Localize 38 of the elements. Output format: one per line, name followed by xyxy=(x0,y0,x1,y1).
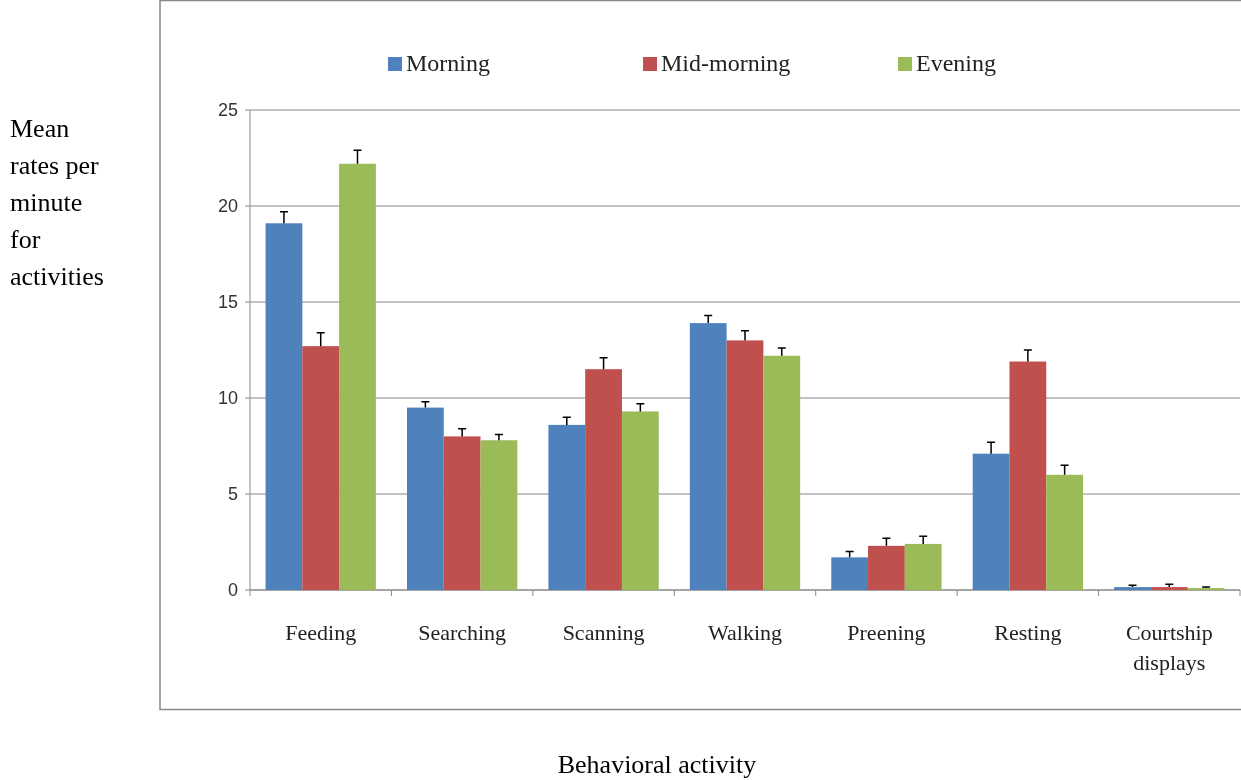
x-tick-label: Feeding xyxy=(285,620,357,645)
bar xyxy=(1046,474,1084,590)
bar xyxy=(763,355,801,590)
x-tick-label: Preening xyxy=(847,620,926,645)
bar xyxy=(689,323,727,590)
y-tick-label: 15 xyxy=(217,292,238,313)
bar xyxy=(339,163,376,590)
y-tick-label: 20 xyxy=(217,196,238,217)
bar xyxy=(621,411,659,590)
y-tick-label: 10 xyxy=(217,388,238,409)
bar xyxy=(302,346,340,590)
bar xyxy=(831,557,869,590)
y-tick-label: 5 xyxy=(227,484,238,505)
y-tick-label: 25 xyxy=(217,100,238,121)
bar xyxy=(726,340,764,590)
x-tick-label: Courtship displays xyxy=(1125,620,1213,675)
bar xyxy=(1009,361,1047,590)
legend-label: Mid-morning xyxy=(661,50,791,76)
bar xyxy=(548,424,586,590)
x-tick-label: Resting xyxy=(994,620,1062,645)
legend-label: Evening xyxy=(916,50,996,76)
y-tick-label: 0 xyxy=(227,580,238,601)
bar xyxy=(1150,587,1188,590)
bar xyxy=(406,407,444,590)
bar xyxy=(904,543,942,590)
x-tick-label: Scanning xyxy=(562,620,645,645)
x-axis-title: Behavioral activity xyxy=(557,750,757,779)
bar xyxy=(585,369,622,590)
x-tick-label: Searching xyxy=(418,620,507,645)
x-tick-label: Walking xyxy=(708,620,782,645)
bar xyxy=(443,436,481,590)
y-axis-title: Mean rates per minute for activities xyxy=(10,114,104,291)
bar xyxy=(972,453,1010,590)
bar xyxy=(868,545,905,590)
legend-label: Morning xyxy=(406,50,490,76)
bar xyxy=(480,440,518,590)
bar xyxy=(1114,587,1151,590)
bar xyxy=(265,223,303,590)
